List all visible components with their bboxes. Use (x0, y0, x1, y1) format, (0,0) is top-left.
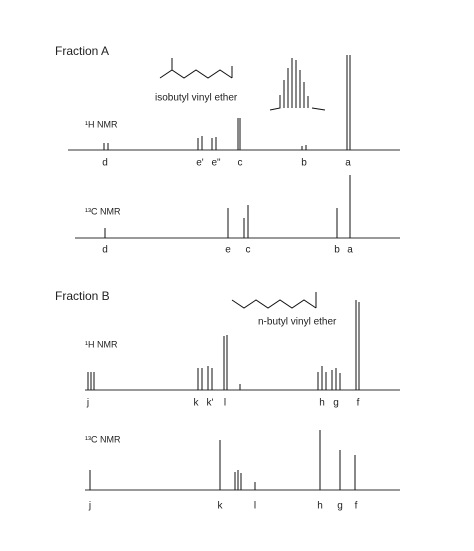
peak-label: h (319, 398, 325, 409)
inset (269, 58, 326, 111)
peak-label: g (333, 398, 339, 409)
spectrum (103, 55, 351, 150)
peak-label: j (88, 501, 91, 512)
molecule-name: isobutyl vinyl ether (155, 93, 238, 104)
peak-label: h (317, 501, 323, 512)
spectrum-label: ¹H NMR (85, 119, 118, 129)
molecule-name: n-butyl vinyl ether (258, 317, 337, 328)
spectrum (89, 430, 356, 490)
spectrum-label: ¹H NMR (85, 339, 118, 349)
spectrum (87, 300, 360, 390)
peak-label: b (301, 158, 307, 169)
spectrum-label: ¹³C NMR (85, 206, 121, 216)
peak-label: k' (207, 398, 214, 409)
peak-label: j (86, 398, 89, 409)
spectrum-label: ¹³C NMR (85, 434, 121, 444)
peak-label: d (102, 158, 108, 169)
peak-label: f (355, 501, 358, 512)
peak-label: k (194, 398, 200, 409)
peak-label: e" (211, 158, 221, 169)
spectrum (104, 175, 351, 238)
peak-label: a (345, 158, 351, 169)
panel-title: Fraction A (55, 44, 109, 58)
peak-label: b (334, 245, 340, 256)
panel-title: Fraction B (55, 289, 110, 303)
molecule-a (159, 58, 233, 79)
peak-label: e' (196, 158, 204, 169)
peak-label: a (347, 245, 353, 256)
peak-label: d (102, 245, 108, 256)
peak-label: e (225, 245, 231, 256)
peak-label: g (337, 501, 343, 512)
molecule-b (231, 292, 317, 309)
peak-label: c (246, 245, 251, 256)
peak-label: c (238, 158, 243, 169)
peak-label: k (218, 501, 224, 512)
peak-label: f (357, 398, 360, 409)
peak-label: l (224, 398, 226, 409)
peak-label: l (254, 501, 256, 512)
